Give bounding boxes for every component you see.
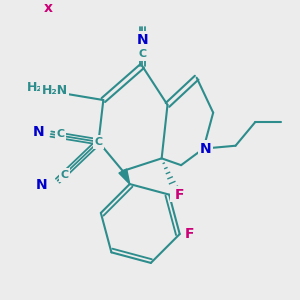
Text: C: C	[138, 50, 146, 59]
Text: F: F	[175, 188, 184, 202]
Text: N: N	[200, 142, 211, 156]
Text: H: H	[172, 188, 182, 201]
Text: C: C	[94, 137, 103, 147]
Text: C: C	[56, 129, 64, 139]
Text: N: N	[136, 33, 148, 47]
Text: N: N	[35, 178, 47, 192]
Text: F: F	[185, 227, 195, 241]
Text: H₂N: H₂N	[27, 81, 53, 94]
Text: N: N	[32, 125, 44, 139]
Text: C: C	[60, 170, 68, 180]
Text: x: x	[44, 1, 52, 15]
Text: H₂N: H₂N	[42, 84, 68, 97]
Polygon shape	[119, 169, 130, 184]
